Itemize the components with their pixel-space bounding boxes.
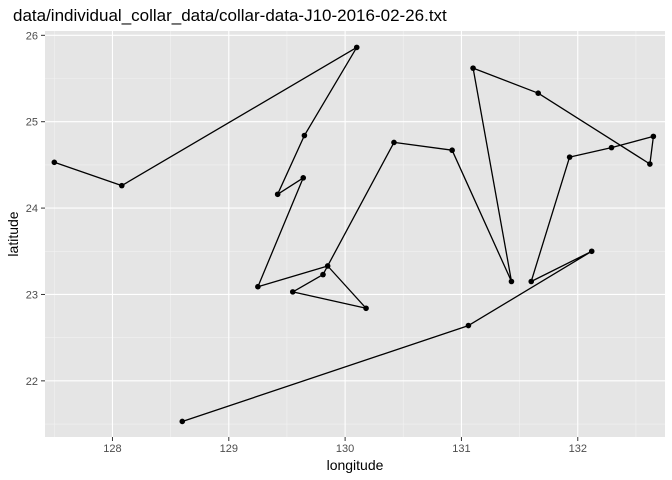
data-point (608, 144, 615, 151)
chart-title: data/individual_collar_data/collar-data-… (13, 6, 447, 25)
x-tick-label: 129 (220, 443, 238, 455)
x-tick-label: 131 (452, 443, 470, 455)
x-tick-label: 132 (569, 443, 587, 455)
y-tick-label: 25 (26, 117, 38, 129)
minor-gridlines (45, 31, 665, 437)
data-point (353, 44, 360, 51)
y-tick-label: 24 (26, 203, 38, 215)
data-point (535, 90, 542, 96)
y-tick-label: 23 (26, 289, 38, 301)
x-tick-label: 128 (103, 443, 121, 455)
data-point (391, 139, 397, 146)
series-layer (51, 44, 657, 425)
y-tick-label: 22 (26, 376, 38, 388)
y-axis-title: latitude (5, 211, 21, 256)
data-point (289, 289, 296, 295)
data-point (300, 175, 307, 181)
data-point (470, 65, 476, 71)
series-line (54, 46, 655, 423)
data-point (588, 248, 595, 255)
data-point (647, 161, 653, 167)
data-point (449, 147, 455, 154)
data-point (51, 159, 58, 166)
axis-ticks: 128 129 130 131 132 22 23 24 25 26 (26, 30, 587, 455)
data-point (274, 191, 281, 198)
data-point (118, 182, 125, 189)
plot-panel (45, 31, 665, 437)
data-point (255, 283, 261, 290)
x-axis-title: longitude (327, 457, 384, 473)
data-point (465, 322, 472, 329)
x-tick-label: 130 (336, 443, 354, 455)
data-point (320, 271, 326, 278)
data-point (363, 305, 369, 312)
data-point (566, 154, 573, 160)
data-point (301, 132, 308, 139)
data-point (508, 278, 515, 285)
y-tick-label: 26 (26, 30, 38, 42)
data-point (324, 263, 331, 269)
data-point (179, 418, 186, 425)
data-point (650, 133, 657, 140)
data-point (528, 278, 535, 285)
